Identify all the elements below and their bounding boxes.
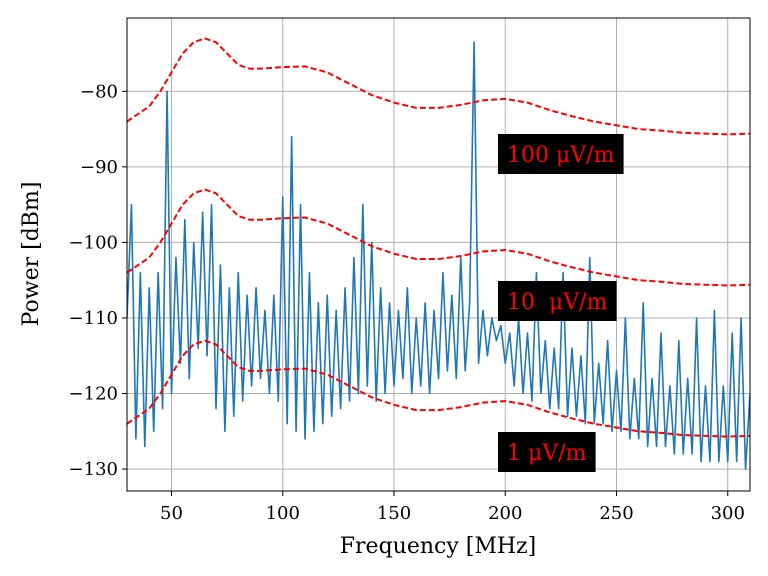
y-tick-label: −130 xyxy=(69,459,118,480)
x-axis-label: Frequency [MHz] xyxy=(340,534,536,559)
x-tick-label: 250 xyxy=(599,503,633,524)
y-tick-label: −110 xyxy=(69,308,118,329)
plot-frame xyxy=(126,17,751,492)
x-tick-label: 100 xyxy=(266,503,300,524)
x-tick-label: 50 xyxy=(160,503,183,524)
y-tick-label: −80 xyxy=(80,81,118,102)
y-tick-label: −100 xyxy=(69,232,118,253)
series-line xyxy=(127,339,750,438)
annotation-box xyxy=(498,134,624,174)
annotation-box xyxy=(498,432,596,472)
series-line xyxy=(127,41,750,470)
x-tick-label: 300 xyxy=(711,503,745,524)
x-tick-label: 200 xyxy=(488,503,522,524)
annotation-box xyxy=(498,281,617,321)
x-tick-label: 150 xyxy=(377,503,411,524)
annotation: 10 μV/m xyxy=(507,290,608,315)
series-line xyxy=(127,188,750,287)
annotation: 100 μV/m xyxy=(507,143,615,168)
y-axis-label: Power [dBm] xyxy=(19,182,44,327)
series-line xyxy=(127,37,750,136)
y-tick-label: −90 xyxy=(80,157,118,178)
y-tick-label: −120 xyxy=(69,384,118,405)
annotation: 1 μV/m xyxy=(507,441,587,466)
